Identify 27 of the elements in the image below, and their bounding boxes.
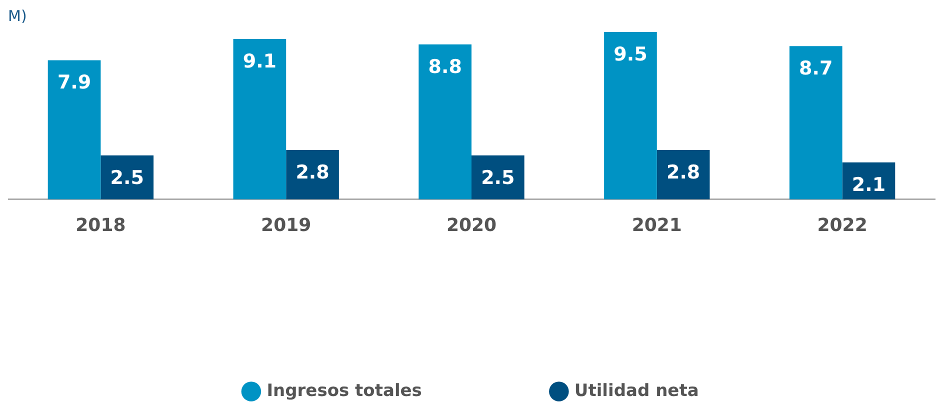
bar [656,150,710,200]
bar [100,155,154,200]
bar [604,32,657,200]
bar [789,46,842,200]
legend-label: Utilidad neta [574,380,699,401]
x-tick-label: 2021 [632,214,682,236]
x-tick-label: 2018 [76,214,126,236]
data-label: 9.1 [242,50,277,72]
data-label: 9.5 [614,43,648,66]
x-tick-label: 2019 [261,214,312,236]
data-label: 8.7 [799,58,833,80]
data-label: 8.8 [428,56,462,78]
data-label: 2.5 [110,166,144,189]
data-label: 2.1 [852,174,886,196]
x-tick-label: 2020 [446,214,497,236]
bar [418,44,472,200]
data-label: 2.8 [296,162,330,184]
x-tick-label: 2022 [817,214,868,236]
bar [286,150,339,200]
data-label: 7.9 [57,72,92,94]
legend-label: Ingresos totales [266,380,422,401]
bar [472,155,524,200]
data-label: 2.5 [481,166,515,189]
data-label: 2.8 [666,162,700,184]
bar [48,60,101,200]
chart-title: M) [8,6,27,25]
bar [233,39,286,200]
